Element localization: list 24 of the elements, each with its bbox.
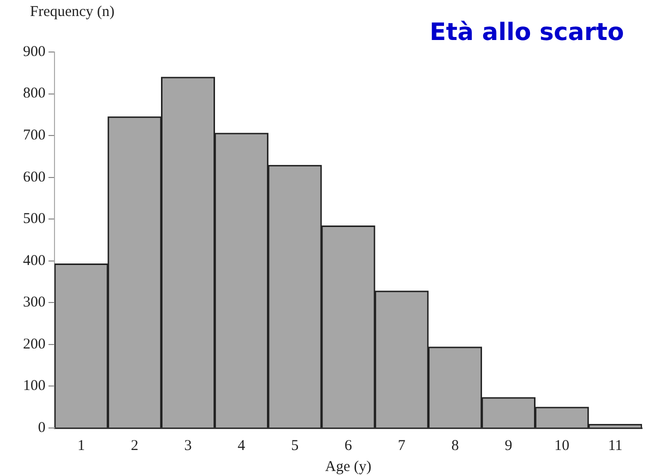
x-tick-label: 8: [451, 438, 459, 454]
x-tick-label: 5: [291, 438, 299, 454]
y-tick-label: 0: [38, 420, 46, 436]
y-tick-label: 800: [23, 86, 46, 102]
x-tick-label: 11: [608, 438, 623, 454]
y-tick-label: 500: [23, 211, 46, 228]
x-tick-label: 6: [344, 438, 352, 454]
y-tick-label: 100: [23, 378, 46, 394]
x-tick-label: 1: [77, 438, 85, 454]
y-tick-label: 300: [23, 294, 46, 311]
y-tick-label: 400: [23, 252, 46, 269]
x-axis-title: Age (y): [325, 458, 372, 475]
x-tick-label: 7: [398, 438, 406, 454]
y-tick-label: 600: [23, 169, 46, 186]
y-tick-label: 900: [23, 44, 46, 60]
x-tick-label: 9: [504, 438, 512, 454]
x-tick-label: 2: [130, 438, 138, 454]
x-tick-label: 3: [184, 438, 192, 454]
chart-title: Età allo scarto: [430, 18, 624, 46]
y-tick-label: 700: [23, 127, 46, 144]
x-tick-label: 10: [554, 438, 570, 454]
x-tick-label: 4: [238, 438, 246, 454]
y-axis-title: Frequency (n): [30, 4, 115, 21]
y-tick-label: 200: [23, 336, 46, 352]
